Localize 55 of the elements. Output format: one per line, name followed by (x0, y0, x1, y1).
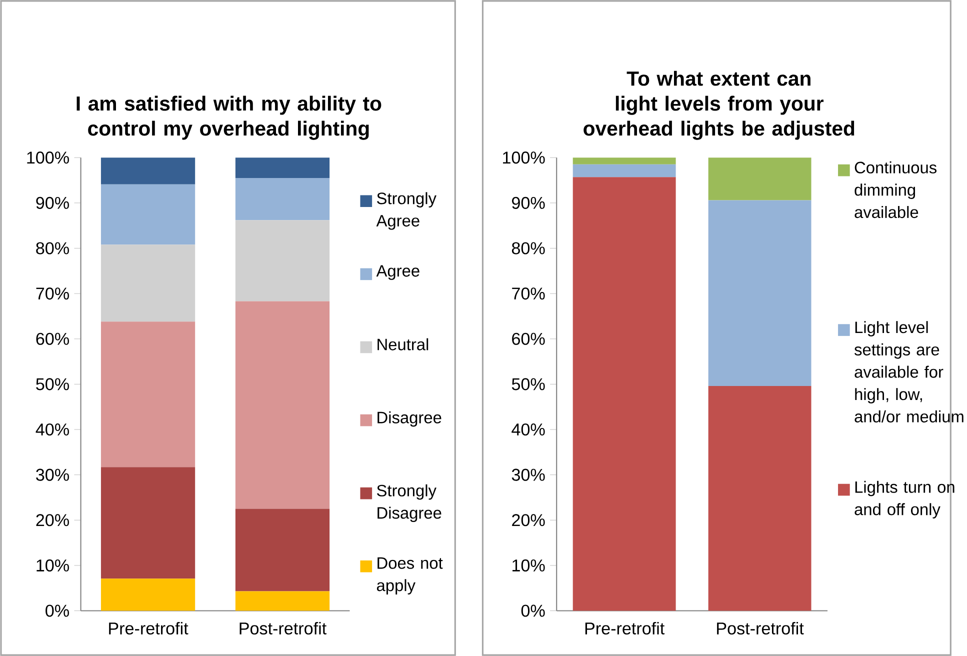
bar (100, 184, 196, 245)
bar (708, 200, 812, 386)
y-tick-label: 90% (512, 196, 545, 209)
y-tick-label: 0% (521, 604, 545, 617)
y-tick-label: 40% (512, 423, 545, 436)
bar (235, 220, 330, 302)
y-tick-label: 100% (503, 152, 545, 164)
y-tick-label: 0% (46, 604, 69, 617)
legend-label: Does not apply (376, 557, 443, 594)
legend-label: Light level settings are available for high, low, and/or medium (854, 321, 964, 422)
y-tick-label: 80% (512, 242, 545, 254)
y-tick-label: 40% (36, 423, 69, 436)
bar (708, 158, 812, 200)
x-tick-label: Post-retrofit (717, 622, 804, 634)
y-tick-label: 20% (512, 514, 545, 526)
bar (572, 164, 676, 178)
bar (235, 508, 330, 592)
y-tick-label: 30% (512, 468, 545, 481)
y-tick-label: 100% (27, 152, 69, 164)
bar (235, 301, 330, 509)
y-tick-label: 50% (36, 378, 69, 390)
bar (100, 467, 196, 579)
bar (235, 591, 330, 611)
x-tick-label: Pre-retrofit (109, 622, 188, 634)
bar (100, 244, 196, 322)
legend-label: Strongly Disagree (377, 484, 442, 522)
y-tick-label: 10% (512, 559, 545, 572)
bar (100, 158, 196, 184)
x-tick-label: Post-retrofit (240, 622, 326, 634)
bar (572, 158, 676, 164)
bar (572, 177, 676, 611)
y-tick-label: 80% (36, 242, 69, 254)
bar (100, 322, 196, 468)
y-tick-label: 70% (512, 287, 545, 300)
bar (235, 158, 330, 178)
y-tick-label: 60% (512, 332, 545, 345)
legend-label: Strongly Agree (376, 192, 436, 230)
legend-label: Disagree (378, 411, 442, 427)
legend-label: Neutral (378, 338, 428, 350)
y-tick-label: 60% (36, 332, 69, 345)
y-tick-label: 70% (36, 287, 69, 300)
legend-label: Continuous dimming available (854, 161, 936, 218)
legend-label: Agree (376, 265, 420, 280)
y-tick-label: 20% (36, 514, 69, 526)
y-tick-label: 90% (36, 196, 69, 209)
y-tick-label: 30% (36, 468, 69, 481)
bar (708, 386, 812, 611)
y-tick-label: 50% (512, 378, 545, 390)
bar (235, 178, 330, 220)
bar (100, 578, 196, 611)
x-tick-label: Pre-retrofit (585, 622, 665, 634)
chart-title: I am satisfied with my ability to control my overhead lighting (76, 96, 382, 140)
y-tick-label: 10% (36, 559, 69, 572)
legend-label: Lights turn on and off only (854, 480, 954, 518)
chart-title: To what extent can light levels from your overhead lights be adjusted (584, 70, 854, 140)
